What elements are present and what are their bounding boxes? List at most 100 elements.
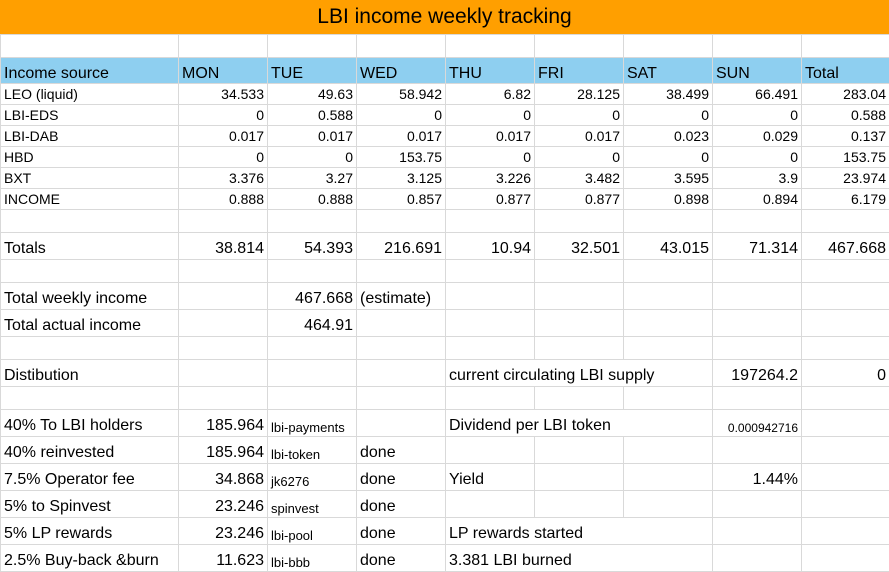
value-cell: 58.942 [357, 84, 446, 105]
sheet-title: LBI income weekly tracking [0, 0, 889, 35]
blank-row [1, 210, 889, 233]
source-cell: BXT [1, 168, 179, 189]
totals-label: Totals [1, 233, 179, 260]
income-grid: Income source MON TUE WED THU FRI SAT SU… [0, 34, 889, 572]
blank-row [1, 35, 889, 58]
distribution-account: lbi-pool [268, 518, 357, 545]
value-cell: 0.877 [535, 189, 624, 210]
distribution-item: 7.5% Operator fee 34.868 jk6276 done Yie… [1, 464, 889, 491]
header-row: Income source MON TUE WED THU FRI SAT SU… [1, 58, 889, 84]
distribution-item: 40% To LBI holders 185.964 lbi-payments … [1, 410, 889, 437]
supply-extra: 0 [802, 360, 889, 387]
distribution-status: done [357, 518, 446, 545]
distribution-account: lbi-token [268, 437, 357, 464]
source-cell: LEO (liquid) [1, 84, 179, 105]
header-cell: WED [357, 58, 446, 84]
supply-value: 197264.2 [713, 360, 802, 387]
header-cell: Total [802, 58, 889, 84]
distribution-label: Distibution [1, 360, 179, 387]
header-cell: SUN [713, 58, 802, 84]
value-cell: 0.888 [268, 189, 357, 210]
value-cell: 0.894 [713, 189, 802, 210]
distribution-status: done [357, 491, 446, 518]
source-cell: LBI-DAB [1, 126, 179, 147]
value-cell: 3.27 [268, 168, 357, 189]
value-cell: 34.533 [179, 84, 268, 105]
yield-label: Yield [446, 464, 535, 491]
yield-value: 1.44% [713, 464, 802, 491]
value-cell: 0.857 [357, 189, 446, 210]
value-cell: 0.877 [446, 189, 535, 210]
value-cell: 0 [179, 147, 268, 168]
value-cell: 3.595 [624, 168, 713, 189]
distribution-item-label: 5% LP rewards [1, 518, 179, 545]
value-cell: 0 [535, 147, 624, 168]
value-cell: 0 [179, 105, 268, 126]
table-row: LEO (liquid) 34.533 49.63 58.942 6.82 28… [1, 84, 889, 105]
total-cell: 0.137 [802, 126, 889, 147]
table-row: INCOME 0.888 0.888 0.857 0.877 0.877 0.8… [1, 189, 889, 210]
source-cell: HBD [1, 147, 179, 168]
value-cell: 0.017 [268, 126, 357, 147]
grand-total-cell: 467.668 [802, 233, 889, 260]
header-cell: Income source [1, 58, 179, 84]
distribution-amount: 11.623 [179, 545, 268, 572]
distribution-item: 5% LP rewards 23.246 lbi-pool done LP re… [1, 518, 889, 545]
totals-row: Totals 38.814 54.393 216.691 10.94 32.50… [1, 233, 889, 260]
totals-cell: 43.015 [624, 233, 713, 260]
total-cell: 283.04 [802, 84, 889, 105]
value-cell: 0.017 [535, 126, 624, 147]
supply-label: current circulating LBI supply [446, 360, 713, 387]
weekly-income-label: Total weekly income [1, 283, 179, 310]
table-row: HBD 0 0 153.75 0 0 0 0 153.75 [1, 147, 889, 168]
value-cell: 0.898 [624, 189, 713, 210]
value-cell: 3.376 [179, 168, 268, 189]
actual-income-row: Total actual income 464.91 [1, 310, 889, 337]
value-cell: 0 [713, 105, 802, 126]
value-cell: 0 [357, 105, 446, 126]
distribution-account: spinvest [268, 491, 357, 518]
distribution-amount: 185.964 [179, 437, 268, 464]
distribution-amount: 23.246 [179, 491, 268, 518]
totals-cell: 216.691 [357, 233, 446, 260]
header-cell: FRI [535, 58, 624, 84]
value-cell: 0 [713, 147, 802, 168]
value-cell: 6.82 [446, 84, 535, 105]
total-cell: 153.75 [802, 147, 889, 168]
table-row: LBI-EDS 0 0.588 0 0 0 0 0 0.588 [1, 105, 889, 126]
totals-cell: 38.814 [179, 233, 268, 260]
header-cell: TUE [268, 58, 357, 84]
distribution-item-label: 40% reinvested [1, 437, 179, 464]
estimate-note: (estimate) [357, 283, 446, 310]
distribution-item-label: 7.5% Operator fee [1, 464, 179, 491]
value-cell: 3.482 [535, 168, 624, 189]
distribution-item: 2.5% Buy-back &burn 11.623 lbi-bbb done … [1, 545, 889, 572]
value-cell: 0.017 [446, 126, 535, 147]
total-cell: 6.179 [802, 189, 889, 210]
distribution-status: done [357, 464, 446, 491]
distribution-account: jk6276 [268, 464, 357, 491]
value-cell: 0 [446, 147, 535, 168]
distribution-item-label: 40% To LBI holders [1, 410, 179, 437]
totals-cell: 32.501 [535, 233, 624, 260]
burn-note: 3.381 LBI burned [446, 545, 713, 572]
blank-row [1, 387, 889, 410]
value-cell: 49.63 [268, 84, 357, 105]
header-cell: THU [446, 58, 535, 84]
distribution-item-label: 2.5% Buy-back &burn [1, 545, 179, 572]
value-cell: 0 [535, 105, 624, 126]
distribution-item: 5% to Spinvest 23.246 spinvest done [1, 491, 889, 518]
value-cell: 3.9 [713, 168, 802, 189]
actual-income-value: 464.91 [268, 310, 357, 337]
value-cell: 0.588 [268, 105, 357, 126]
distribution-item: 40% reinvested 185.964 lbi-token done [1, 437, 889, 464]
header-cell: MON [179, 58, 268, 84]
table-row: BXT 3.376 3.27 3.125 3.226 3.482 3.595 3… [1, 168, 889, 189]
actual-income-label: Total actual income [1, 310, 179, 337]
value-cell: 66.491 [713, 84, 802, 105]
header-cell: SAT [624, 58, 713, 84]
blank-row [1, 337, 889, 360]
value-cell: 0.888 [179, 189, 268, 210]
value-cell: 0.017 [357, 126, 446, 147]
totals-cell: 71.314 [713, 233, 802, 260]
